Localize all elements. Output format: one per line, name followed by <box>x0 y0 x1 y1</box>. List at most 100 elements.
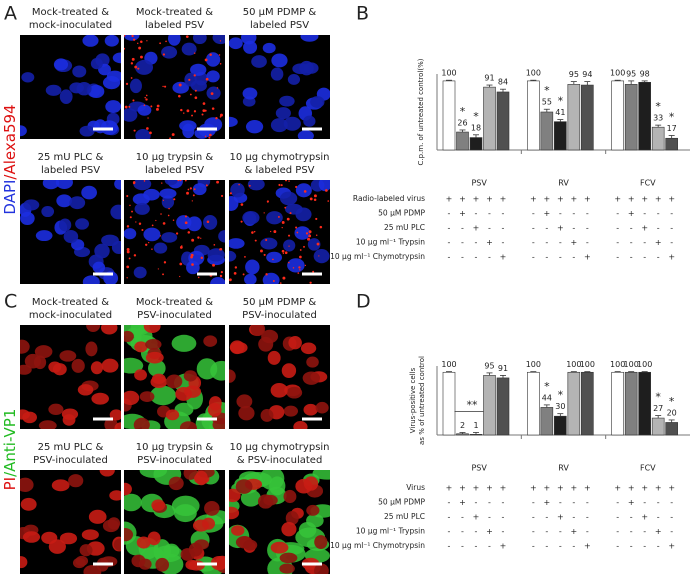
row-label: 10 μg ml⁻¹ Trypsin <box>356 238 425 247</box>
treatment-sign: + <box>473 195 480 204</box>
bar <box>651 126 665 151</box>
nucleus <box>81 529 99 541</box>
nucleus <box>195 470 208 486</box>
label-dot <box>318 255 320 257</box>
significance: * <box>655 391 661 404</box>
nucleus <box>261 329 279 344</box>
nucleus <box>41 206 55 218</box>
nucleus <box>100 325 118 335</box>
treatment-sign: - <box>586 209 589 218</box>
label-dot <box>244 255 246 258</box>
treatment-sign: - <box>532 498 535 507</box>
label-dot <box>204 58 208 62</box>
image-caption: Mock-treated & <box>136 7 213 18</box>
treatment-sign: - <box>643 238 646 247</box>
bar <box>527 371 540 436</box>
treatment-sign: - <box>643 209 646 218</box>
label-dot <box>240 203 244 206</box>
bar <box>469 137 483 151</box>
nucleus <box>238 405 255 421</box>
label-dot <box>218 54 221 56</box>
nucleus <box>283 116 301 131</box>
label-dot <box>220 113 223 117</box>
treatment-sign: - <box>572 253 575 262</box>
label-dot <box>308 230 312 234</box>
nucleus <box>180 548 195 561</box>
micrograph <box>20 470 121 574</box>
nucleus <box>107 517 121 530</box>
label-dot <box>281 221 285 224</box>
label-dot <box>208 136 211 139</box>
side-label-part: PI <box>1 477 19 490</box>
label-dot <box>192 194 195 197</box>
x-tick-label: FCV <box>640 464 656 473</box>
nucleus <box>38 420 57 429</box>
treatment-sign: + <box>655 238 662 247</box>
value-label: 100 <box>580 360 595 369</box>
value-label: 18 <box>471 123 481 132</box>
treatment-sign: + <box>530 484 537 493</box>
treatment-sign: - <box>532 513 535 522</box>
label-dot <box>132 182 136 185</box>
image-caption: Mock-treated & <box>32 297 109 308</box>
label-dot <box>229 192 232 195</box>
label-dot <box>135 221 137 223</box>
treatment-sign: - <box>657 542 660 551</box>
x-tick-label: RV <box>558 464 569 473</box>
nucleus <box>88 84 105 99</box>
value-label: 17 <box>667 124 677 133</box>
bar <box>483 86 496 151</box>
treatment-sign: - <box>630 513 633 522</box>
label-dot <box>229 278 232 282</box>
treatment-sign: - <box>532 238 535 247</box>
bar <box>567 371 581 436</box>
label-dot <box>238 183 240 186</box>
value-label: 20 <box>667 408 677 417</box>
value-label: 91 <box>484 74 494 83</box>
label-dot <box>177 180 180 182</box>
label-dot <box>132 99 135 102</box>
label-dot <box>286 217 290 221</box>
nucleus <box>302 371 321 385</box>
treatment-sign: + <box>641 484 648 493</box>
nucleus <box>243 40 258 54</box>
micrograph <box>20 180 121 284</box>
label-dot <box>171 133 175 137</box>
treatment-sign: - <box>586 224 589 233</box>
nucleus <box>143 227 161 242</box>
treatment-sign: - <box>475 527 478 536</box>
treatment-sign: - <box>559 209 562 218</box>
label-dot <box>162 85 164 88</box>
nucleus <box>71 358 85 373</box>
treatment-sign: + <box>543 498 550 507</box>
label-dot <box>131 35 134 38</box>
treatment-sign: - <box>461 513 464 522</box>
nucleus <box>69 196 86 210</box>
label-dot <box>156 104 160 108</box>
treatment-sign: + <box>584 484 591 493</box>
nucleus <box>266 251 283 264</box>
nucleus <box>203 335 218 347</box>
nucleus <box>110 204 121 220</box>
bar <box>665 137 678 151</box>
image-caption: labeled PSV <box>145 165 204 176</box>
micrograph <box>20 35 121 139</box>
nucleus <box>247 180 265 191</box>
bar <box>624 371 638 436</box>
treatment-sign: - <box>616 513 619 522</box>
label-dot <box>285 180 288 182</box>
image-caption: 10 μg chymotrypsin <box>229 442 329 453</box>
label-dot <box>191 200 193 202</box>
nucleus <box>56 194 72 208</box>
treatment-sign: - <box>502 527 505 536</box>
nucleus <box>307 238 321 251</box>
label-dot <box>215 117 218 120</box>
nucleus <box>139 391 155 403</box>
label-dot <box>282 276 286 280</box>
label-dot <box>280 184 283 187</box>
nucleus <box>99 470 115 477</box>
label-dot <box>130 62 134 65</box>
image-caption: Mock-treated & <box>136 297 213 308</box>
treatment-sign: - <box>586 527 589 536</box>
